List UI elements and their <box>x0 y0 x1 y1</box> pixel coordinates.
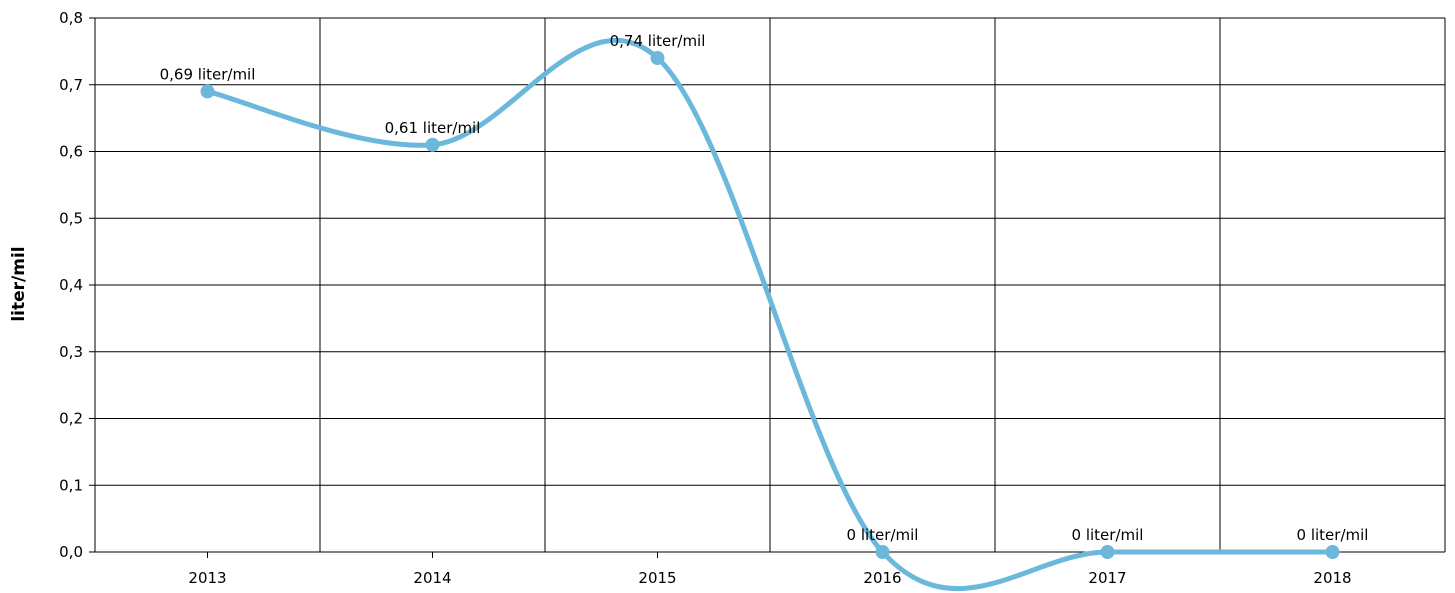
label-layer: 0,69 liter/mil 0,61 liter/mil 0,74 liter/m… <box>160 32 1369 544</box>
series-layer <box>200 38 1340 592</box>
grid-layer <box>94 17 1446 553</box>
y-tick-label: 0,0 <box>59 543 83 561</box>
data-point <box>875 545 890 559</box>
y-tick-label: 0,6 <box>59 143 83 161</box>
data-label: 0,74 liter/mil <box>610 32 706 50</box>
x-tick-label: 2016 <box>863 569 901 587</box>
data-point <box>650 51 665 66</box>
y-tick-label: 0,8 <box>59 9 83 27</box>
data-label: 0 liter/mil <box>847 526 919 544</box>
data-label: 0,61 liter/mil <box>385 119 481 137</box>
y-tick-label: 0,7 <box>59 76 83 94</box>
data-point <box>1325 545 1340 559</box>
data-label: 0 liter/mil <box>1072 526 1144 544</box>
x-tick-label: 2015 <box>638 569 676 587</box>
y-tick-label: 0,4 <box>59 276 83 294</box>
data-label: 0 liter/mil <box>1297 526 1369 544</box>
y-tick-label: 0,5 <box>59 209 83 227</box>
y-tick-label: 0,1 <box>59 476 83 494</box>
y-tick-label: 0,2 <box>59 410 83 428</box>
x-tick-label: 2017 <box>1088 569 1126 587</box>
data-label: 0,69 liter/mil <box>160 65 256 83</box>
y-tick-label: 0,3 <box>59 343 83 361</box>
x-tick-label: 2013 <box>188 569 226 587</box>
data-point <box>1100 545 1115 559</box>
data-point <box>200 84 215 99</box>
y-axis-title: liter/mil <box>9 246 29 321</box>
x-tick-label: 2014 <box>413 569 451 587</box>
data-point <box>425 137 440 152</box>
axis-layer: 0,0 0,1 0,2 0,3 0,4 0,5 0,6 0,7 0,8 2013 2014 2015 2… <box>59 9 1445 587</box>
x-tick-label: 2018 <box>1313 569 1351 587</box>
